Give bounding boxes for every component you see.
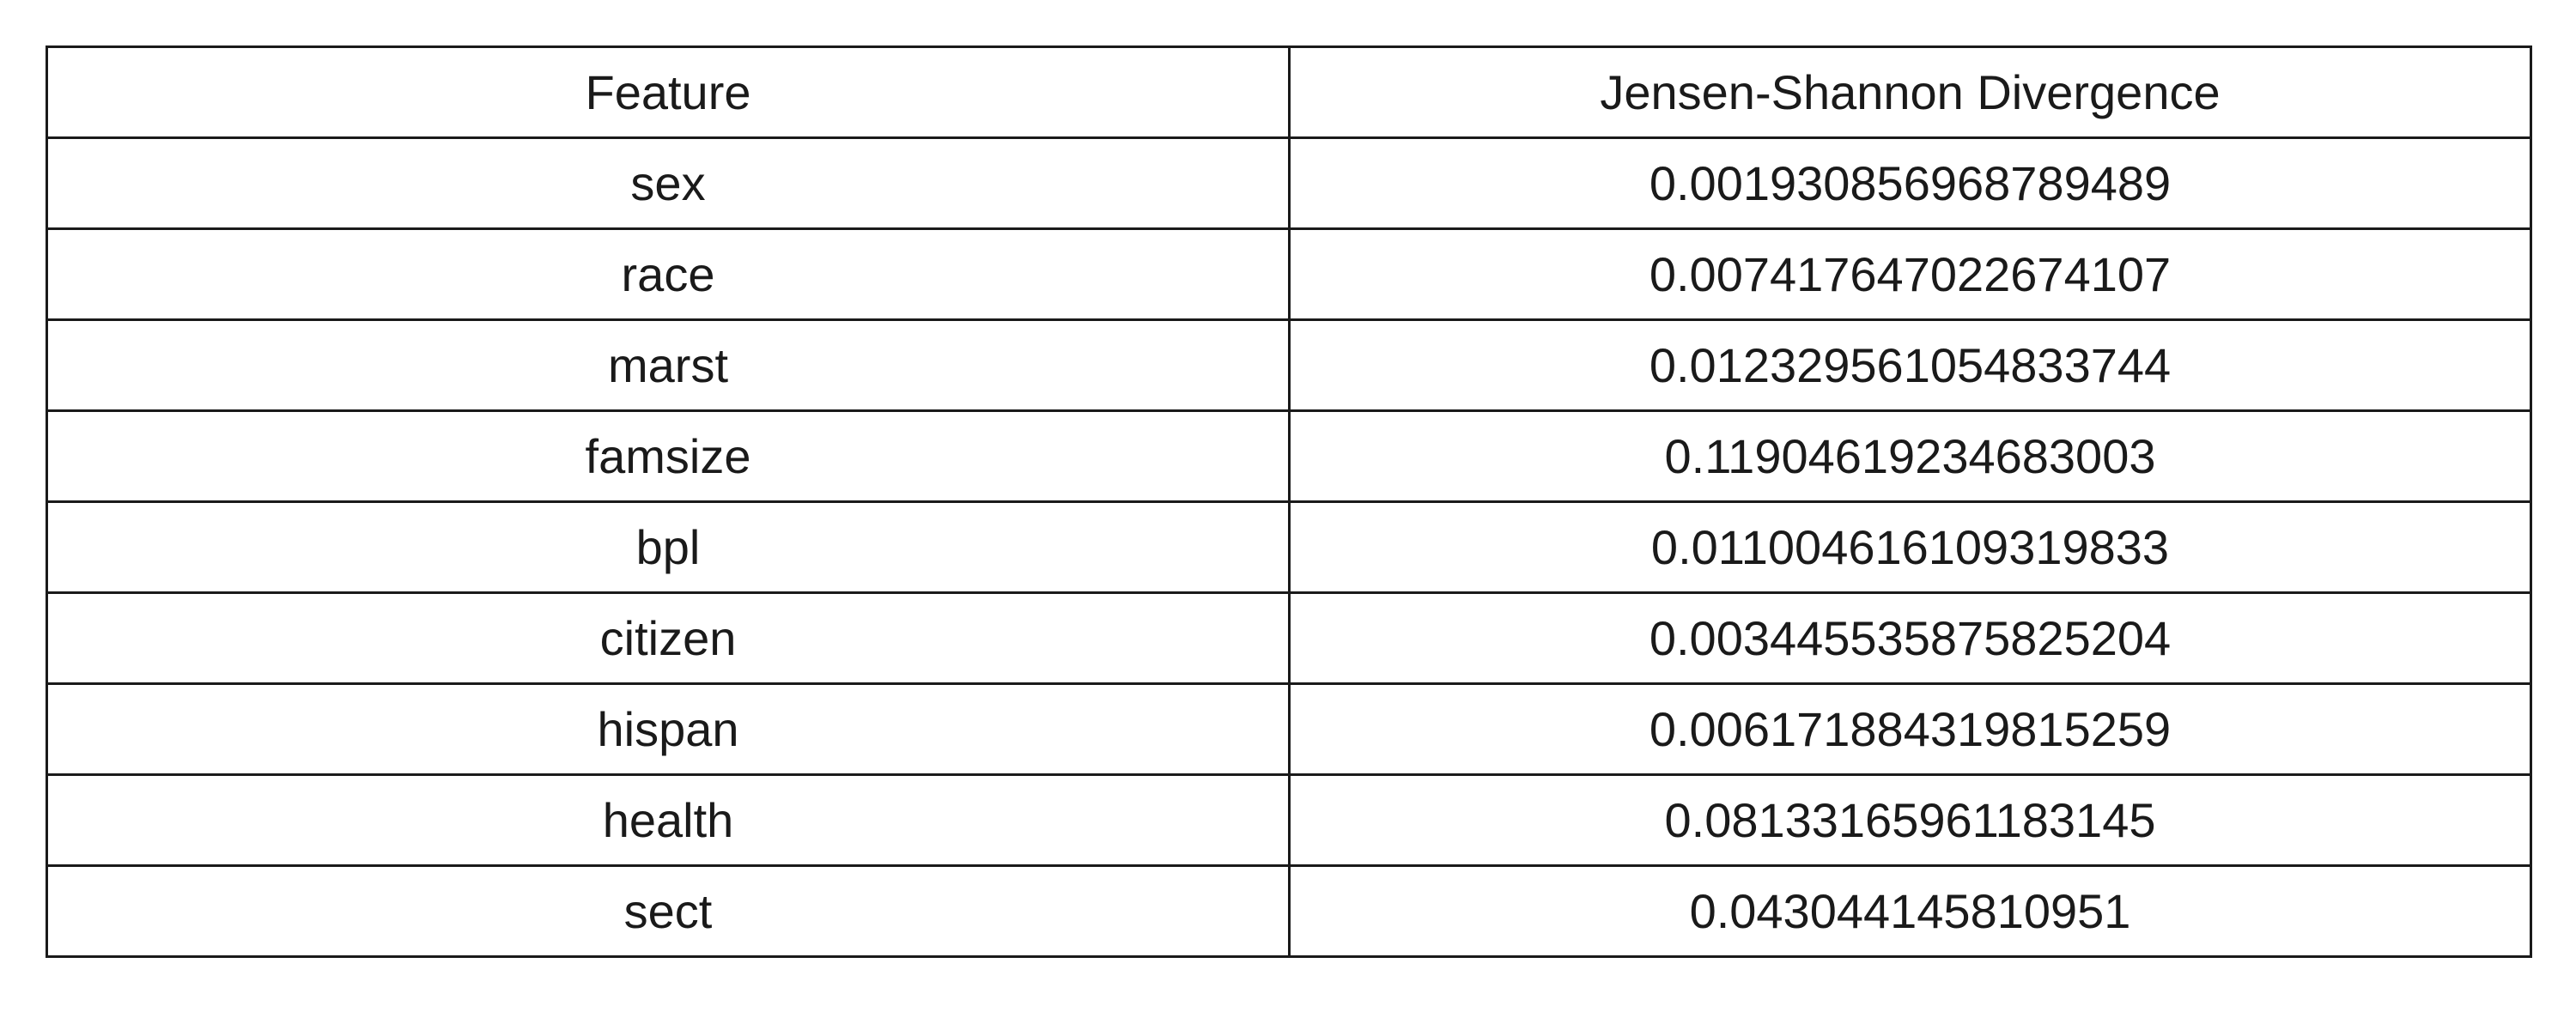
table-header-row: Feature Jensen-Shannon Divergence [46,45,2532,139]
divergence-cell: 0.043044145810951 [1288,864,2532,958]
table-row: hispan 0.006171884319815259 [46,682,2532,776]
divergence-cell: 0.08133165961183145 [1288,773,2532,867]
header-jensen-shannon-divergence: Jensen-Shannon Divergence [1288,45,2532,139]
table-row: famsize 0.11904619234683003 [46,409,2532,503]
table-row: bpl 0.011004616109319833 [46,500,2532,594]
table-row: citizen 0.003445535875825204 [46,591,2532,685]
table-row: marst 0.012329561054833744 [46,318,2532,412]
feature-cell: race [46,227,1291,321]
header-feature: Feature [46,45,1291,139]
divergence-cell: 0.006171884319815259 [1288,682,2532,776]
feature-cell: health [46,773,1291,867]
feature-cell: marst [46,318,1291,412]
feature-cell: sex [46,136,1291,230]
table-row: sex 0.001930856968789489 [46,136,2532,230]
table-row: sect 0.043044145810951 [46,864,2532,958]
feature-cell: hispan [46,682,1291,776]
feature-cell: citizen [46,591,1291,685]
divergence-cell: 0.11904619234683003 [1288,409,2532,503]
divergence-table: Feature Jensen-Shannon Divergence sex 0.… [46,45,2532,958]
table-row: race 0.007417647022674107 [46,227,2532,321]
divergence-cell: 0.011004616109319833 [1288,500,2532,594]
divergence-cell: 0.003445535875825204 [1288,591,2532,685]
feature-cell: bpl [46,500,1291,594]
divergence-cell: 0.007417647022674107 [1288,227,2532,321]
feature-cell: sect [46,864,1291,958]
divergence-table-container: Feature Jensen-Shannon Divergence sex 0.… [46,45,2532,958]
divergence-cell: 0.012329561054833744 [1288,318,2532,412]
table-row: health 0.08133165961183145 [46,773,2532,867]
feature-cell: famsize [46,409,1291,503]
divergence-cell: 0.001930856968789489 [1288,136,2532,230]
